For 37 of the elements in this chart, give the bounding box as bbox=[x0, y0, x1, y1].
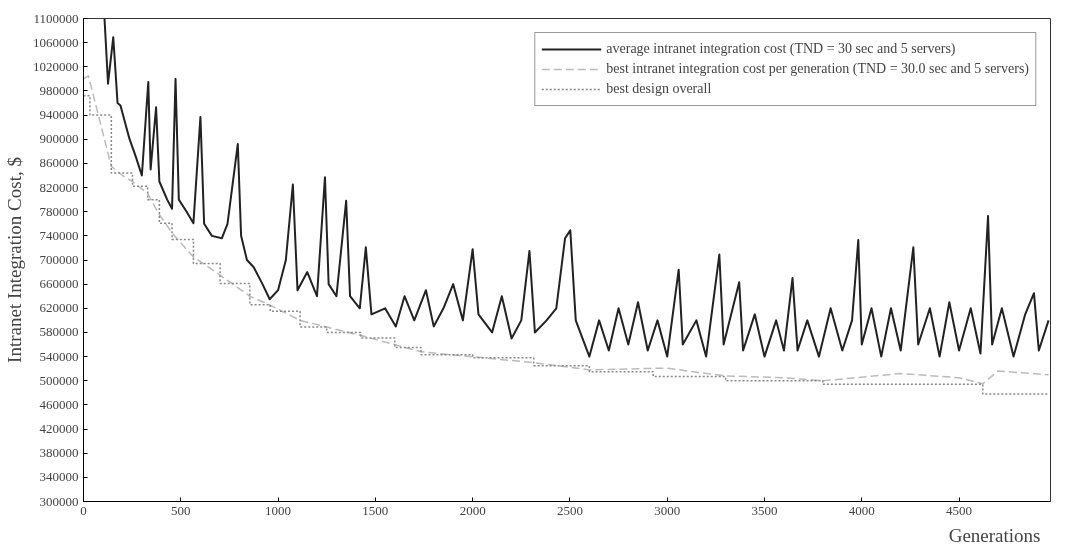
legend-label: best intranet integration cost per generation (TND = 30.0 sec and 5 servers) bbox=[606, 61, 1029, 77]
y-tick-label: 420000 bbox=[39, 421, 79, 437]
x-tick-label: 1500 bbox=[362, 502, 389, 518]
y-axis-title: Intranet Integration Cost, $ bbox=[4, 157, 25, 363]
y-tick-label: 460000 bbox=[39, 396, 79, 412]
x-tick-label: 3000 bbox=[654, 502, 681, 518]
y-tick-label: 500000 bbox=[39, 372, 79, 388]
x-tick-label: 1000 bbox=[265, 502, 292, 518]
y-tick-label: 1020000 bbox=[33, 58, 79, 74]
y-tick-label: 620000 bbox=[39, 300, 79, 316]
y-tick-label: 540000 bbox=[39, 348, 79, 364]
line-series bbox=[103, 18, 1050, 358]
y-tick-label: 860000 bbox=[39, 155, 79, 171]
x-tick-label: 500 bbox=[171, 502, 191, 518]
y-tick-label: 820000 bbox=[39, 179, 79, 195]
x-tick-label: 2000 bbox=[459, 502, 486, 518]
y-tick-label: 980000 bbox=[39, 82, 79, 98]
x-tick-label: 3500 bbox=[751, 502, 778, 518]
y-tick-label: 1100000 bbox=[33, 10, 79, 26]
legend-label: best design overall bbox=[606, 81, 712, 97]
y-tick-label: 580000 bbox=[39, 324, 79, 340]
legend-label: average intranet integration cost (TND = 30 sec and 5 servers) bbox=[606, 41, 956, 57]
x-tick-label: 4500 bbox=[946, 502, 973, 518]
y-tick-label: 740000 bbox=[39, 227, 79, 243]
y-tick-label: 300000 bbox=[39, 493, 79, 509]
x-tick-label: 2500 bbox=[556, 502, 583, 518]
y-tick-label: 380000 bbox=[39, 445, 79, 461]
y-tick-label: 780000 bbox=[39, 203, 79, 219]
x-axis-title: Generations bbox=[948, 524, 1041, 546]
y-tick-label: 700000 bbox=[39, 252, 79, 267]
y-tick-label: 1060000 bbox=[33, 34, 79, 50]
y-tick-label: 940000 bbox=[39, 107, 79, 123]
y-tick-label: 660000 bbox=[39, 276, 79, 292]
y-tick-label: 340000 bbox=[39, 469, 79, 485]
x-tick-label: 4000 bbox=[848, 502, 875, 518]
y-tick-label: 900000 bbox=[39, 131, 79, 147]
x-tick-label: 0 bbox=[80, 502, 87, 518]
